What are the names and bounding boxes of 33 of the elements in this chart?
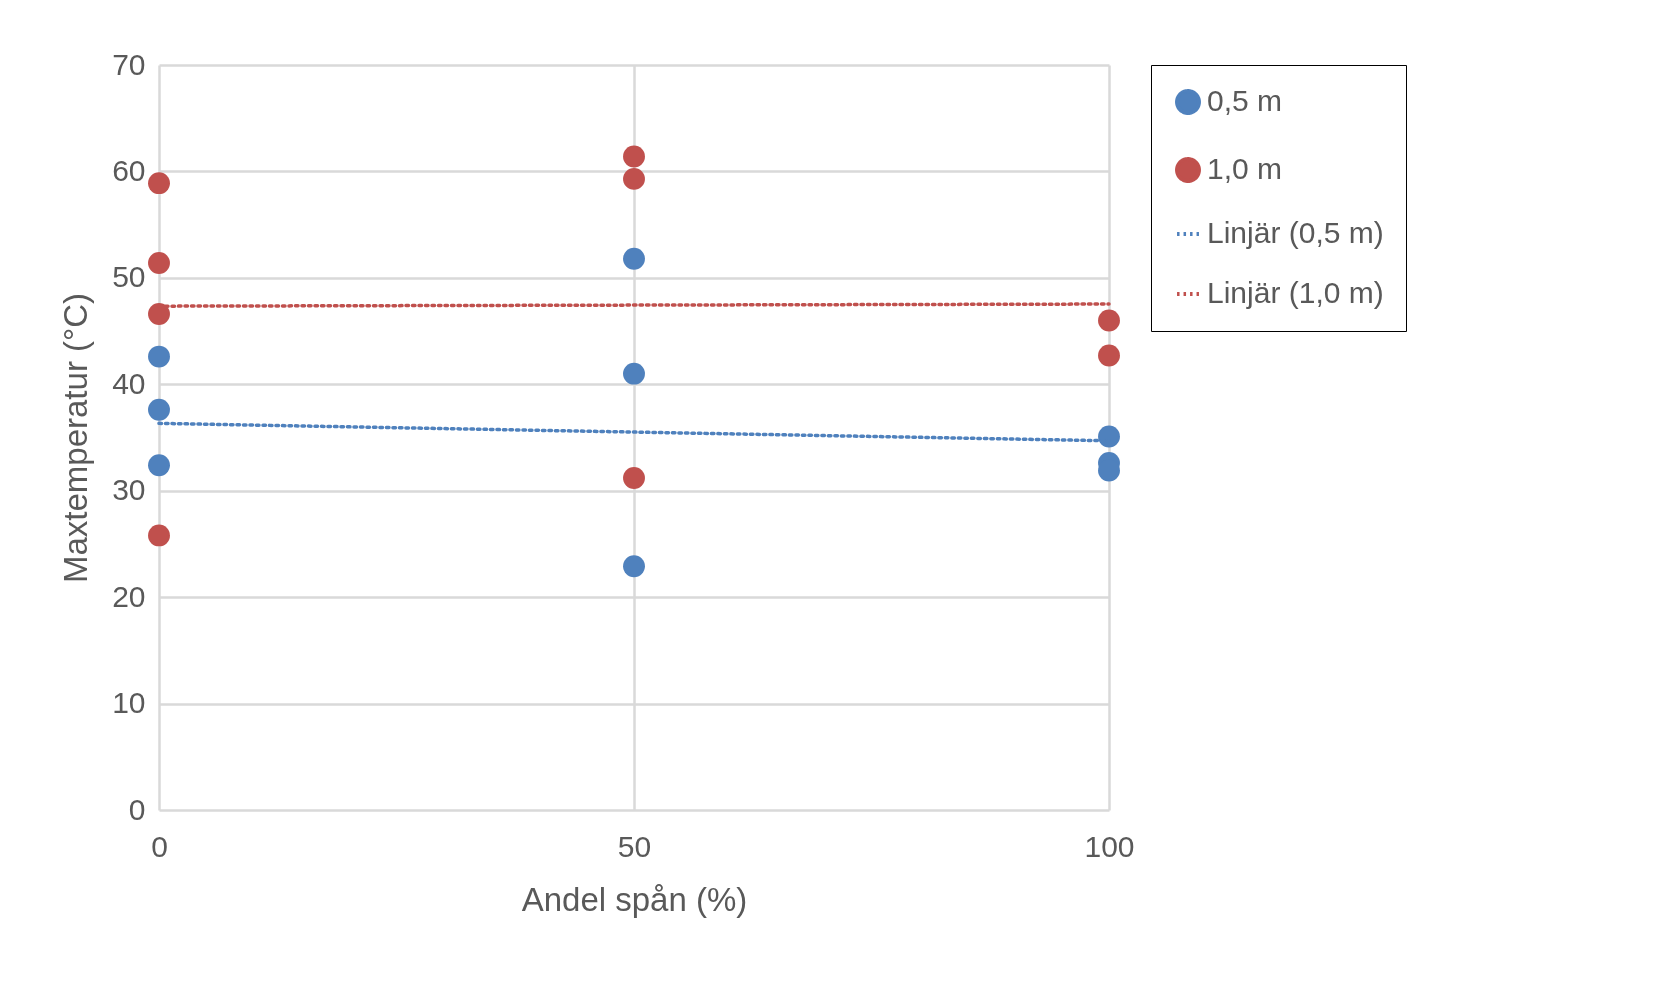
y-tick-label: 30 <box>112 473 146 507</box>
legend-label: Linjär (0,5 m) <box>1207 216 1384 249</box>
legend-label: 0,5 m <box>1207 84 1283 117</box>
point <box>1098 425 1120 448</box>
point <box>148 454 170 477</box>
y-tick-label: 10 <box>112 686 146 720</box>
point <box>623 167 645 190</box>
x-tick-label: 100 <box>1084 829 1135 863</box>
point <box>148 398 170 421</box>
x-tick-label: 50 <box>617 829 652 863</box>
point <box>623 555 645 578</box>
point <box>1098 344 1120 367</box>
point <box>623 362 645 385</box>
legend-label: Linjär (1,0 m) <box>1207 276 1384 309</box>
x-tick-label: 0 <box>151 829 168 863</box>
point <box>148 172 170 195</box>
point <box>623 145 645 168</box>
legend-label: 1,0 m <box>1207 152 1283 185</box>
y-tick-label: 20 <box>112 579 146 613</box>
y-tick-label: 50 <box>112 260 146 294</box>
point <box>148 524 170 547</box>
point <box>623 467 645 489</box>
y-axis-title: Maxtemperatur (°C) <box>57 292 95 584</box>
point <box>148 252 170 274</box>
y-tick-label: 0 <box>128 792 146 826</box>
point <box>148 303 170 325</box>
y-tick-label: 70 <box>112 47 146 81</box>
point <box>1098 309 1120 332</box>
y-tick-label: 40 <box>112 366 146 400</box>
x-axis-title: Andel spån (%) <box>521 880 748 918</box>
point <box>148 345 170 368</box>
y-tick-label: 60 <box>112 153 146 187</box>
point <box>623 247 645 270</box>
